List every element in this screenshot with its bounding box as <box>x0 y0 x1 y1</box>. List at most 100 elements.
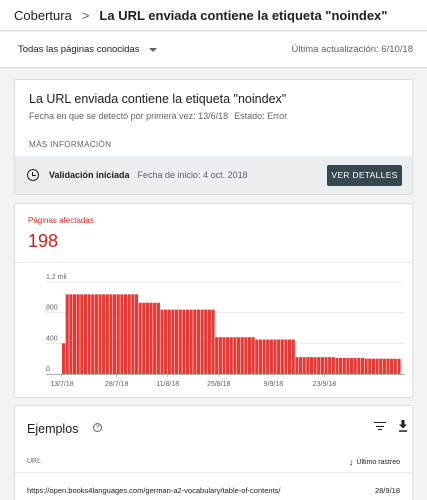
chart-bar <box>196 309 201 374</box>
chart-bar <box>269 339 273 374</box>
chart-bar <box>324 357 328 374</box>
row-divider <box>15 472 412 473</box>
y-tick-label: 800 <box>46 305 58 312</box>
chart-bar <box>382 358 386 374</box>
chart-bar <box>193 309 197 374</box>
breadcrumb-root[interactable]: Cobertura <box>14 7 72 23</box>
chart-bar <box>251 337 255 374</box>
chart-bar <box>349 357 354 374</box>
chart-bar <box>313 357 317 374</box>
chart-bar <box>317 357 321 374</box>
x-tick-label: 28/7/18 <box>105 381 128 388</box>
chart-bar <box>153 302 157 374</box>
chart-bar <box>98 294 102 374</box>
issue-card: La URL enviada contiene la etiqueta "noi… <box>14 79 413 195</box>
view-details-button[interactable]: VER DETALLES <box>327 164 402 186</box>
chart-bar <box>331 357 335 374</box>
filter-icon[interactable] <box>374 421 386 431</box>
chart-bar <box>102 294 106 374</box>
chart-bar <box>375 358 379 374</box>
chart-bar <box>277 339 281 374</box>
help-icon[interactable]: ? <box>93 423 102 432</box>
issue-meta: Fecha en que se detectó por primera vez:… <box>29 111 287 121</box>
chart-bar <box>149 302 153 374</box>
chart-bar <box>262 339 266 374</box>
column-header-last-crawl[interactable]: ↓ Último rastreo <box>349 457 400 467</box>
chart-bar <box>258 339 262 374</box>
x-tick-label: 11/8/18 <box>156 381 179 388</box>
chart-bar <box>288 339 292 374</box>
examples-card: Ejemplos ? URL ↓ Último rastreo https://… <box>14 405 413 500</box>
chart-bar <box>229 337 233 374</box>
chart-bar <box>120 294 124 374</box>
chart-bar <box>87 294 91 374</box>
chart-bar <box>328 357 332 374</box>
column-header-url[interactable]: URL <box>27 458 42 465</box>
chart-bar <box>76 294 80 374</box>
issue-title: La URL enviada contiene la etiqueta "noi… <box>29 92 287 106</box>
chart-bar <box>233 337 237 374</box>
affected-pages-count: 198 <box>28 231 59 251</box>
example-url[interactable]: https://open.books4languages.com/german-… <box>27 486 281 495</box>
chart-bar <box>65 294 69 374</box>
more-info-link[interactable]: MÁS INFORMACIÓN <box>29 140 112 149</box>
chart-bar <box>226 337 230 374</box>
examples-title: Ejemplos <box>27 422 79 436</box>
y-tick-label: 1,2 mil <box>46 274 67 281</box>
issue-status: Estado: Error <box>234 111 288 121</box>
chart-bar <box>116 294 120 374</box>
chart-bar <box>284 339 288 374</box>
page-title: La URL enviada contiene la etiqueta "noi… <box>99 7 388 23</box>
chart-bar <box>189 309 193 374</box>
chart-bar <box>200 309 204 374</box>
chart-bar <box>94 294 98 374</box>
chart-bar <box>309 357 314 374</box>
chart-bar <box>295 357 299 374</box>
chart-bar <box>266 339 270 374</box>
chart-bar <box>291 339 295 374</box>
page-filter-dropdown[interactable]: Todas las páginas conocidas <box>18 44 158 55</box>
chevron-down-icon <box>149 47 158 52</box>
chart-bar <box>72 294 77 374</box>
chart-bar <box>339 357 343 374</box>
chart-bar <box>83 294 88 374</box>
chart-bar <box>127 294 131 374</box>
chart-bar <box>236 337 241 374</box>
chart-bar <box>273 339 277 374</box>
chart-bar <box>368 358 372 374</box>
chart-bar <box>109 294 113 374</box>
chart-bar <box>138 302 142 374</box>
validation-status: Validación iniciada <box>49 170 130 180</box>
x-tick-label: 23/9/18 <box>313 381 336 388</box>
chart-bar <box>145 302 149 374</box>
y-tick-label: 0 <box>46 366 50 373</box>
chart-bar <box>306 357 310 374</box>
affected-pages-label: Páginas afectadas <box>28 216 94 225</box>
chart-bar <box>69 294 73 374</box>
chart-bar <box>393 358 397 374</box>
chart-bar <box>371 358 375 374</box>
validation-bar: Validación iniciada Fecha de inicio: 4 o… <box>15 156 412 194</box>
chart-bar <box>353 357 357 374</box>
first-detected: Fecha en que se detectó por primera vez:… <box>29 111 229 121</box>
x-tick-label: 25/8/18 <box>207 381 230 388</box>
chart-bar <box>156 302 160 374</box>
chart-bar <box>247 337 252 374</box>
chart-bar <box>167 309 171 374</box>
validation-start-date: Fecha de inicio: 4 oct. 2018 <box>137 170 248 180</box>
chart-bar <box>215 337 219 374</box>
chart-bar <box>222 337 226 374</box>
chart-bar <box>175 309 179 374</box>
chart-bar <box>134 294 139 374</box>
chart-bar <box>62 343 66 374</box>
example-crawl-date: 28/9/18 <box>374 486 400 495</box>
top-bar: Cobertura > La URL enviada contiene la e… <box>0 0 427 31</box>
x-tick-label: 9/9/18 <box>264 381 284 388</box>
chart-bar <box>211 309 215 374</box>
filter-bar: Todas las páginas conocidas Última actua… <box>0 32 427 68</box>
chart-card: Páginas afectadas 198 0 400 800 1,2 mil 13/7… <box>14 203 413 398</box>
download-icon[interactable] <box>398 420 408 432</box>
chart-bar <box>302 357 306 374</box>
arrow-down-icon: ↓ <box>348 457 354 467</box>
y-tick-label: 400 <box>46 335 58 342</box>
